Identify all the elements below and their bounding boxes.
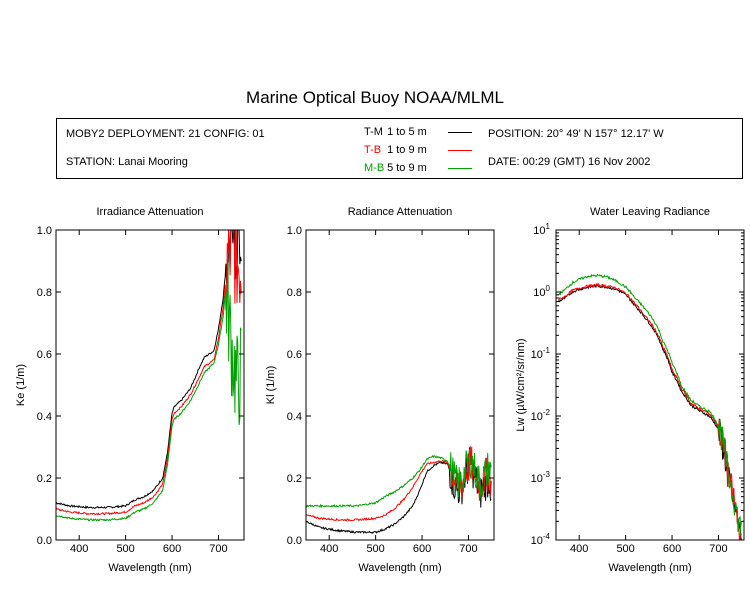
info-box: MOBY2 DEPLOYMENT: 21 CONFIG: 01 STATION:… [56, 118, 743, 179]
y-tick-label: 1.0 [287, 225, 302, 237]
y-tick-label: 10-1 [531, 346, 551, 361]
date-text: DATE: 00:29 (GMT) 16 Nov 2002 [488, 156, 651, 168]
x-tick-label: 600 [663, 543, 681, 555]
x-tick-label: 500 [116, 543, 134, 555]
position-text: POSITION: 20° 49' N 157° 12.17' W [488, 128, 664, 140]
plot-frame [305, 229, 495, 541]
y-tick-label: 10-4 [531, 532, 551, 547]
chart-title: Irradiance Attenuation [96, 206, 203, 218]
legend-item-tb: T-B 1 to 9 m [364, 144, 427, 156]
x-tick-label: 600 [413, 543, 431, 555]
y-tick-label: 0.8 [287, 287, 302, 299]
x-tick-label: 400 [70, 543, 88, 555]
legend-range: 1 to 5 m [387, 126, 427, 138]
legend-code: T-B [364, 144, 382, 156]
y-tick-label: 0.2 [287, 473, 302, 485]
page-title: Marine Optical Buoy NOAA/MLML [246, 88, 504, 107]
station-text: STATION: Lanai Mooring [66, 156, 188, 168]
series-line-m-b [306, 449, 492, 509]
legend-range: 1 to 9 m [387, 144, 427, 156]
y-tick-label: 0.0 [37, 535, 52, 547]
series-line-m-b [558, 273, 742, 537]
series-line-t-b [306, 446, 492, 522]
y-tick-label: 0.6 [37, 349, 52, 361]
legend-code: M-B [364, 162, 385, 174]
y-tick-label: 0.6 [287, 349, 302, 361]
y-tick-label: 100 [533, 284, 550, 299]
x-tick-label: 500 [616, 543, 634, 555]
x-tick-label: 500 [366, 543, 384, 555]
x-tick-label: 700 [459, 543, 477, 555]
y-tick-label: 0.0 [287, 535, 302, 547]
legend-item-tm: T-M 1 to 5 m [364, 126, 427, 138]
series-line-t-m [557, 284, 742, 540]
x-axis-label: Wavelength (nm) [608, 562, 691, 574]
series-line-t-b [558, 282, 742, 540]
x-tick-label: 400 [570, 543, 588, 555]
x-tick-label: 700 [709, 543, 727, 555]
chart-title: Radiance Attenuation [348, 206, 453, 218]
legend-range: 5 to 9 m [387, 162, 427, 174]
y-axis-label: Lw (µW/cm²/sr/nm) [515, 338, 527, 431]
chart-title: Water Leaving Radiance [590, 206, 710, 218]
legend-code: T-M [364, 126, 383, 138]
legend-line-mb [448, 168, 472, 169]
y-tick-label: 0.8 [37, 287, 52, 299]
x-tick-label: 700 [209, 543, 227, 555]
legend-item-mb: M-B 5 to 9 m [364, 162, 427, 174]
legend-line-tm [448, 132, 472, 133]
y-axis-label: Ke (1/m) [15, 364, 27, 406]
y-axis-label: Kl (1/m) [265, 366, 277, 405]
y-tick-label: 10-3 [531, 470, 551, 485]
y-tick-label: 0.4 [37, 411, 52, 423]
plot-frame [555, 229, 745, 541]
deployment-text: MOBY2 DEPLOYMENT: 21 CONFIG: 01 [66, 128, 265, 140]
plot-frame [55, 229, 245, 541]
series-line-t-b [56, 230, 242, 516]
y-tick-label: 0.4 [287, 411, 302, 423]
series-line-t-m [56, 230, 242, 509]
y-tick-label: 10-2 [531, 408, 551, 423]
x-axis-label: Wavelength (nm) [108, 562, 191, 574]
y-tick-label: 101 [533, 222, 550, 237]
y-tick-label: 1.0 [37, 225, 52, 237]
legend-line-tb [448, 150, 472, 151]
x-tick-label: 400 [320, 543, 338, 555]
series-line-m-b [56, 262, 242, 522]
x-tick-label: 600 [163, 543, 181, 555]
x-axis-label: Wavelength (nm) [358, 562, 441, 574]
y-tick-label: 0.2 [37, 473, 52, 485]
